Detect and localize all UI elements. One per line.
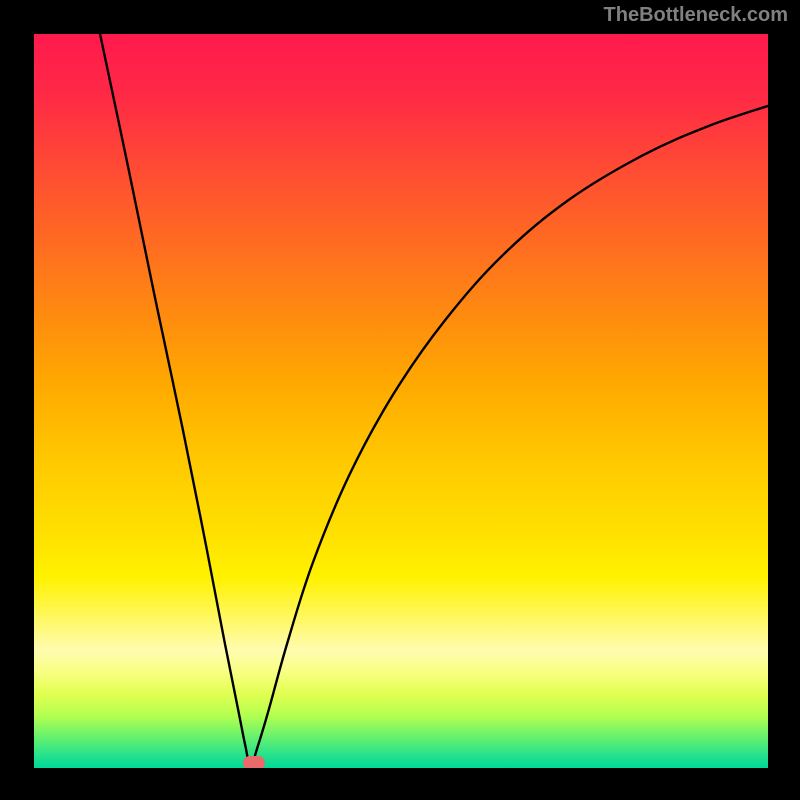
canvas: TheBottleneck.com — [0, 0, 800, 800]
min-point-marker — [243, 756, 265, 768]
plot-area — [34, 34, 768, 768]
curve-path — [100, 34, 768, 766]
bottleneck-curve — [34, 34, 768, 768]
watermark-text: TheBottleneck.com — [604, 4, 788, 27]
